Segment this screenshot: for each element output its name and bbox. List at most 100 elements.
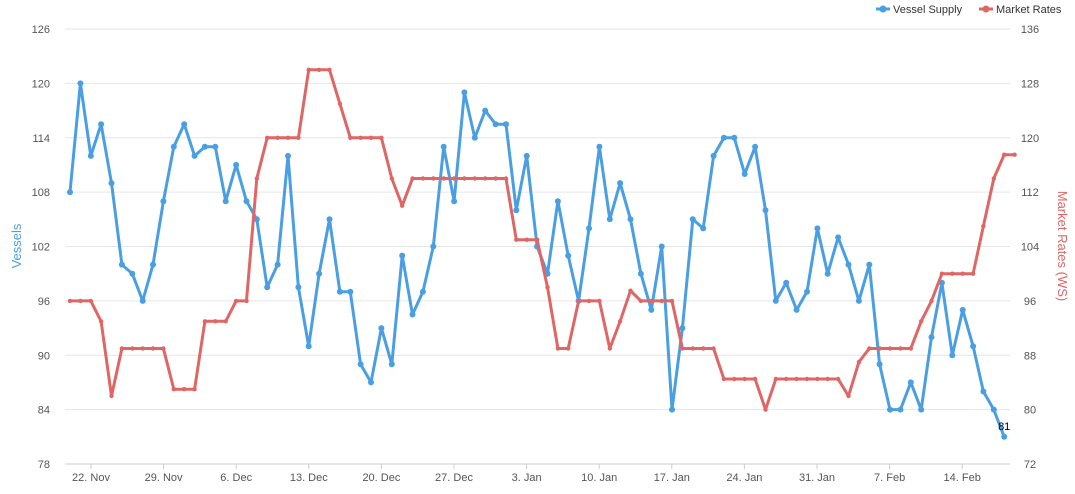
vessel-supply-point — [959, 306, 966, 313]
vessel-supply-point — [772, 297, 779, 304]
vessel-supply-point — [762, 207, 769, 214]
y-right-tick-label: 88 — [1024, 350, 1036, 362]
market-rates-point — [794, 376, 799, 382]
market-rates-point — [638, 298, 644, 304]
market-rates-point — [493, 176, 498, 181]
market-rates-point — [856, 359, 862, 365]
vessel-supply-point — [897, 406, 904, 413]
market-rates-point — [140, 346, 145, 351]
market-rates-point — [566, 346, 571, 351]
x-tick-label: 27. Dec — [435, 472, 473, 484]
vessel-supply-point — [285, 152, 291, 159]
market-rates-point — [960, 271, 965, 276]
market-rates-point — [752, 376, 758, 382]
market-rates-point — [254, 176, 259, 181]
vessel-supply-point — [118, 261, 125, 268]
vessel-supply-point — [98, 121, 105, 128]
market-rates-point — [223, 319, 228, 324]
vessel-supply-point — [170, 143, 177, 150]
vessel-supply-point — [129, 270, 136, 277]
y-right-tick-label: 104 — [1021, 242, 1039, 254]
market-rates-point — [690, 346, 695, 351]
market-rates-point — [763, 407, 768, 412]
vessel-supply-point — [949, 352, 956, 359]
y-right-tick-label: 128 — [1021, 78, 1039, 90]
market-rates-point — [130, 346, 135, 351]
vessel-supply-point — [419, 288, 426, 295]
vessel-supply-point — [139, 297, 146, 304]
vessel-supply-point — [77, 80, 84, 87]
vessel-supply-point — [1001, 433, 1008, 440]
market-rates-point — [109, 393, 114, 399]
vessel-supply-point — [336, 288, 343, 295]
market-rates-point — [119, 346, 125, 351]
vessel-supply-point — [233, 161, 240, 168]
vessel-supply-point — [586, 225, 592, 232]
vessel-supply-point — [305, 343, 312, 350]
market-rates-point — [908, 346, 913, 351]
x-tick-label: 10. Jan — [581, 472, 617, 484]
vessel-supply-point — [990, 406, 997, 413]
vessel-supply-point — [357, 361, 364, 368]
vessel-supply-point — [243, 198, 250, 205]
vessel-supply-point — [253, 216, 260, 223]
market-rates-point — [379, 135, 384, 140]
vessel-supply-point — [845, 261, 852, 268]
vessel-supply-point — [523, 152, 530, 159]
market-rates-point — [67, 298, 73, 304]
market-rates-point — [400, 203, 405, 208]
market-rates-point — [597, 298, 602, 304]
vessel-supply-point — [824, 270, 831, 277]
axes: 78 72 84 80 90 88 96 96 102 104 108 112 114 120 120 128… — [9, 24, 1070, 484]
legend-item-market-rates[interactable]: Market Rates — [979, 4, 1062, 16]
market-rates-point — [503, 176, 509, 181]
y-left-tick-label: 84 — [38, 405, 50, 417]
market-rates-point — [296, 135, 301, 140]
legend-swatch-marker — [879, 5, 887, 13]
vessel-supply-point — [316, 270, 323, 277]
vessel-supply-point — [440, 143, 447, 150]
y-left-tick-label: 114 — [32, 133, 50, 145]
x-tick-label: 17. Jan — [654, 472, 690, 484]
market-rates-point — [939, 271, 945, 276]
vessel-supply-point — [461, 89, 468, 96]
vessel-supply-point — [648, 306, 655, 313]
market-rates-point — [991, 176, 996, 181]
vessel-supply-point — [388, 361, 395, 368]
market-rates-point — [171, 387, 176, 392]
market-rates-point — [929, 298, 934, 304]
vessel-supply-point — [720, 134, 727, 141]
vessel-supply-point — [980, 388, 987, 395]
vessel-supply-point — [492, 121, 499, 128]
y-left-tick-label: 78 — [38, 459, 50, 471]
vessel-supply-point — [409, 311, 416, 318]
y-right-tick-label: 112 — [1021, 187, 1039, 199]
vessel-supply-point — [596, 143, 603, 150]
market-rates-point — [659, 298, 664, 304]
x-tick-label: 14. Feb — [944, 472, 981, 484]
market-rates-point — [742, 376, 747, 382]
vessel-supply-point — [876, 361, 883, 368]
market-rates-point — [784, 376, 789, 382]
vessel-supply-point — [347, 288, 354, 295]
y-left-tick-label: 90 — [38, 350, 50, 362]
market-rates-point — [970, 271, 976, 276]
vessel-supply-point — [399, 252, 406, 259]
y-left-tick-label: 102 — [32, 242, 50, 254]
legend[interactable]: Vessel Supply Market Rates — [876, 4, 1062, 16]
market-rates-point — [524, 237, 529, 242]
y-left-tick-label: 96 — [38, 296, 50, 308]
vessel-supply-point — [928, 334, 935, 341]
market-rates-point — [607, 346, 612, 351]
vessel-supply-point — [606, 216, 613, 223]
market-rates-point — [150, 346, 156, 351]
x-tick-label: 24. Jan — [726, 472, 762, 484]
market-rates-point — [835, 376, 841, 382]
market-rates-point — [628, 288, 633, 293]
vessel-supply-point — [451, 198, 458, 205]
vessel-supply-point — [67, 189, 73, 196]
vessel-supply-point — [855, 297, 862, 304]
legend-item-vessel-supply[interactable]: Vessel Supply — [876, 4, 963, 16]
market-rates-point — [358, 135, 363, 140]
